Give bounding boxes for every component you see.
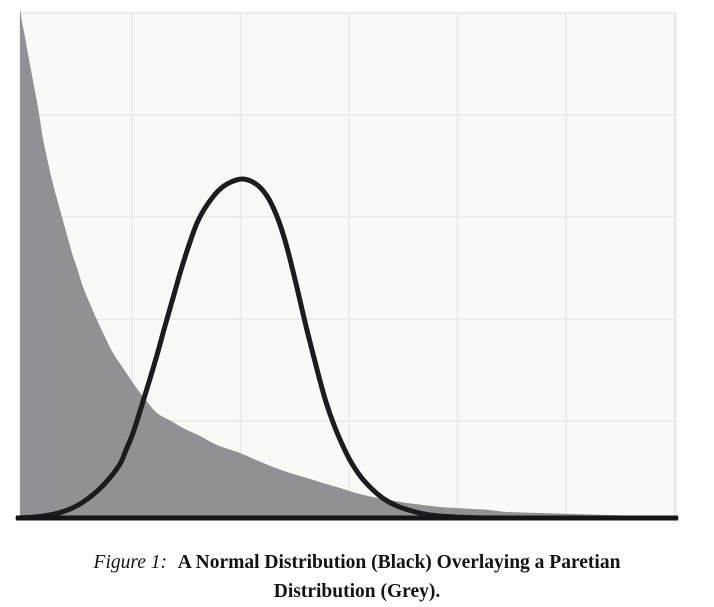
paretian-distribution-area (20, 8, 674, 520)
distribution-chart (15, 8, 679, 521)
distribution-plot (15, 8, 679, 521)
normal-distribution-curve (15, 176, 679, 521)
figure-caption: Figure 1: A Normal Distribution (Black) O… (47, 548, 667, 606)
figure-caption-text: A Normal Distribution (Black) Overlaying… (177, 552, 621, 602)
figure-caption-label: Figure 1: (93, 552, 168, 573)
